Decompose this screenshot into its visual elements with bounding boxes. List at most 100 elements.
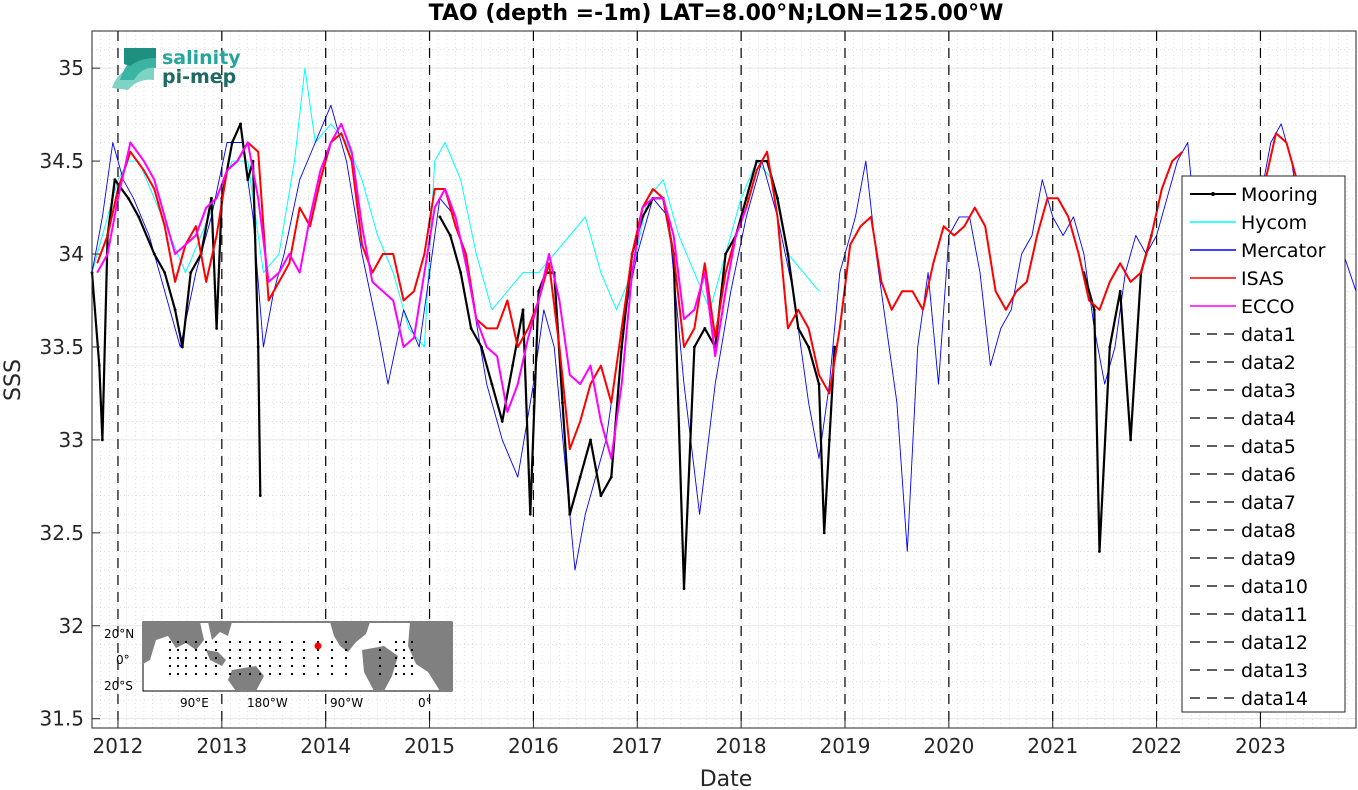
mooring-point xyxy=(1118,289,1122,293)
inset-mooring-dot xyxy=(303,665,305,667)
mooring-point xyxy=(833,345,837,349)
mooring-point xyxy=(97,364,101,367)
inset-map-mooring-array xyxy=(169,641,413,675)
inset-mooring-dot xyxy=(379,641,381,643)
inset-mooring-dot xyxy=(279,641,281,643)
inset-mooring-dot xyxy=(411,657,413,659)
inset-mooring-dot xyxy=(169,641,171,643)
inset-mooring-dot xyxy=(269,673,271,675)
inset-mooring-dot xyxy=(185,641,187,643)
mooring-point xyxy=(137,215,141,219)
inset-mooring-dot xyxy=(403,649,405,651)
y-tick-label: 32.5 xyxy=(39,521,84,545)
inset-mooring-dot xyxy=(239,641,241,643)
series-line-mooring xyxy=(90,122,262,496)
inset-map-land xyxy=(143,622,452,691)
mooring-point xyxy=(609,475,613,479)
inset-mooring-dot xyxy=(177,641,179,643)
inset-mooring-dot xyxy=(291,649,293,651)
inset-mooring-dot xyxy=(269,641,271,643)
inset-mooring-dot xyxy=(185,649,187,651)
x-tick-label: 2021 xyxy=(1027,734,1078,758)
inset-mooring-dot xyxy=(215,641,217,643)
x-tick-label: 2022 xyxy=(1131,734,1182,758)
x-tick-label: 2020 xyxy=(923,734,974,758)
inset-mooring-dot xyxy=(259,673,261,675)
inset-mooring-dot xyxy=(303,657,305,659)
inset-mooring-dot xyxy=(205,657,207,659)
x-tick-label: 2013 xyxy=(196,734,247,758)
mooring-point xyxy=(152,252,156,256)
inset-mooring-dot xyxy=(215,657,217,659)
mooring-point xyxy=(239,122,242,126)
y-tick-label: 31.5 xyxy=(39,707,84,731)
inset-mooring-dot xyxy=(195,657,197,659)
plot-frame xyxy=(91,30,1357,729)
y-tick-label: 35 xyxy=(59,56,84,80)
inset-mooring-dot xyxy=(331,649,333,651)
mooring-point xyxy=(822,531,826,535)
mooring-point xyxy=(744,196,748,200)
mooring-point xyxy=(1098,550,1101,553)
inset-mooring-dot xyxy=(259,657,261,659)
mooring-point xyxy=(469,326,473,330)
mooring-point xyxy=(828,438,831,442)
inset-mooring-dot xyxy=(205,641,207,643)
inset-mooring-dot xyxy=(291,641,293,643)
mooring-point xyxy=(189,271,193,275)
legend-label-mooring: Mooring xyxy=(1241,184,1318,206)
inset-mooring-dot xyxy=(229,665,231,667)
inset-mooring-dot xyxy=(249,641,251,643)
inset-mooring-dot xyxy=(379,665,381,667)
inset-mooring-dot xyxy=(185,665,187,667)
mooring-point xyxy=(521,308,525,312)
legend-label-data4: data4 xyxy=(1241,408,1296,430)
inset-mooring-dot xyxy=(411,673,413,675)
mooring-point xyxy=(620,345,624,349)
inset-mooring-dot xyxy=(195,665,197,667)
inset-mooring-dot xyxy=(411,649,413,651)
inset-mooring-dot xyxy=(259,641,261,643)
inset-mooring-dot xyxy=(291,665,293,667)
inset-mooring-dot xyxy=(395,673,397,675)
mooring-point xyxy=(796,326,800,330)
mooring-point xyxy=(537,289,541,293)
salinity-logo: salinity pi-mep xyxy=(112,47,241,90)
inset-mooring-dot xyxy=(403,665,405,667)
mooring-point xyxy=(126,196,130,200)
legend-items: Mooring Hycom Mercator ISAS ECCO data1 data2 da… xyxy=(1190,184,1326,710)
inset-mooring-dot xyxy=(249,657,251,659)
mooring-point xyxy=(480,345,483,349)
inset-mooring-dot xyxy=(395,657,397,659)
inset-mooring-dot xyxy=(205,649,207,651)
mooring-point xyxy=(113,178,117,182)
inset-mooring-dot xyxy=(279,657,281,659)
inset-mooring-dot xyxy=(331,641,333,643)
inset-mooring-dot xyxy=(205,665,207,667)
inset-lat-label-20n: 20°N xyxy=(104,627,134,641)
inset-mooring-dot xyxy=(291,673,293,675)
inset-mooring-dot xyxy=(395,641,397,643)
inset-mooring-dot xyxy=(239,673,241,675)
y-tick-label: 34 xyxy=(59,242,84,266)
inset-mooring-dot xyxy=(259,649,261,651)
inset-mooring-dot xyxy=(379,657,381,659)
inset-mooring-dot xyxy=(303,649,305,651)
inset-mooring-dot xyxy=(169,649,171,651)
inset-mooring-dot xyxy=(215,665,217,667)
x-tick-label: 2017 xyxy=(612,734,663,758)
inset-mooring-dot xyxy=(177,665,179,667)
inset-mooring-dot xyxy=(239,649,241,651)
inset-mooring-dot xyxy=(279,665,281,667)
mooring-point xyxy=(173,308,177,312)
legend-label-data13: data13 xyxy=(1241,660,1308,682)
inset-mooring-dot xyxy=(249,649,251,651)
legend-label-data10: data10 xyxy=(1241,576,1308,598)
series-line-isas xyxy=(1264,132,1298,180)
inset-mooring-dot xyxy=(185,673,187,675)
legend-label-data8: data8 xyxy=(1241,520,1296,542)
inset-mooring-dot xyxy=(169,665,171,667)
legend: Mooring Hycom Mercator ISAS ECCO data1 data2 da… xyxy=(1181,175,1346,713)
inset-mooring-dot xyxy=(269,657,271,659)
legend-label-ecco: ECCO xyxy=(1241,296,1295,318)
